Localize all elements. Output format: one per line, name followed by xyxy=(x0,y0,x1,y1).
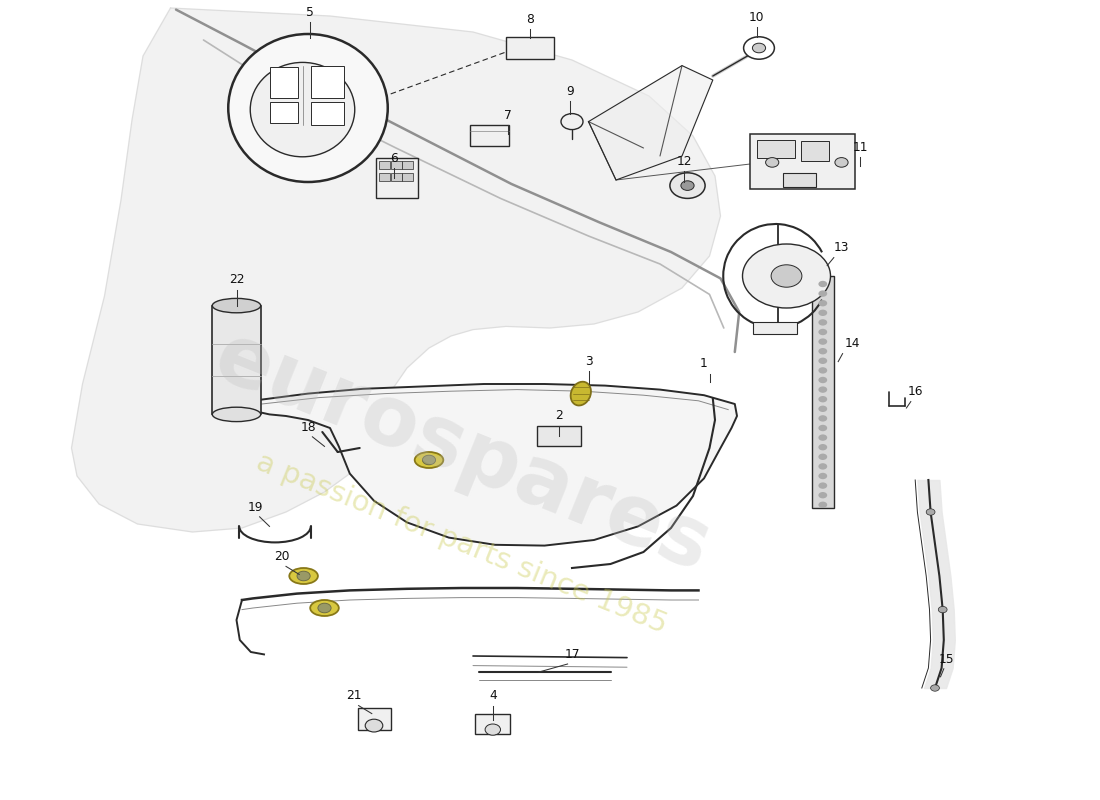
Text: 9: 9 xyxy=(565,85,574,98)
Text: 2: 2 xyxy=(554,410,563,422)
Text: 4: 4 xyxy=(488,690,497,702)
Circle shape xyxy=(818,348,827,354)
Circle shape xyxy=(926,509,935,515)
Text: 12: 12 xyxy=(676,155,692,168)
Bar xyxy=(506,37,554,59)
Circle shape xyxy=(742,244,830,308)
Circle shape xyxy=(818,473,827,479)
Ellipse shape xyxy=(571,382,591,406)
Bar xyxy=(475,714,510,734)
Circle shape xyxy=(818,502,827,508)
Ellipse shape xyxy=(251,62,354,157)
Polygon shape xyxy=(72,8,721,532)
Polygon shape xyxy=(588,66,713,180)
Circle shape xyxy=(818,444,827,450)
Circle shape xyxy=(818,482,827,489)
Text: 10: 10 xyxy=(749,11,764,24)
Polygon shape xyxy=(258,384,737,546)
Circle shape xyxy=(818,358,827,364)
Circle shape xyxy=(365,719,383,732)
Circle shape xyxy=(818,367,827,374)
Bar xyxy=(358,708,390,730)
Bar xyxy=(390,161,402,169)
Circle shape xyxy=(818,338,827,345)
Circle shape xyxy=(818,406,827,412)
Bar xyxy=(379,161,390,169)
Bar xyxy=(812,276,834,508)
Circle shape xyxy=(561,114,583,130)
Text: 15: 15 xyxy=(938,653,954,666)
Text: 16: 16 xyxy=(908,386,923,398)
Text: a passion for parts since 1985: a passion for parts since 1985 xyxy=(252,449,672,639)
Ellipse shape xyxy=(212,407,261,422)
Circle shape xyxy=(818,434,827,441)
Circle shape xyxy=(818,425,827,431)
Circle shape xyxy=(835,158,848,167)
Bar xyxy=(212,306,261,414)
Text: 17: 17 xyxy=(564,648,580,661)
Circle shape xyxy=(485,724,501,735)
Ellipse shape xyxy=(310,600,339,616)
Text: 19: 19 xyxy=(248,501,263,514)
Text: 3: 3 xyxy=(584,355,593,368)
Text: 11: 11 xyxy=(852,141,868,154)
Ellipse shape xyxy=(212,298,261,313)
Circle shape xyxy=(818,281,827,287)
Text: 20: 20 xyxy=(274,550,289,563)
Circle shape xyxy=(818,454,827,460)
Circle shape xyxy=(681,181,694,190)
Bar xyxy=(757,140,795,158)
Circle shape xyxy=(818,396,827,402)
Circle shape xyxy=(818,300,827,306)
Circle shape xyxy=(771,265,802,287)
Text: 13: 13 xyxy=(834,242,849,254)
Circle shape xyxy=(744,37,774,59)
Bar xyxy=(270,67,298,98)
Bar xyxy=(537,426,581,446)
Ellipse shape xyxy=(229,34,388,182)
Text: 7: 7 xyxy=(504,109,513,122)
Circle shape xyxy=(818,290,827,297)
Text: 21: 21 xyxy=(346,690,362,702)
Bar xyxy=(270,102,298,123)
Text: eurospares: eurospares xyxy=(202,315,722,589)
Text: 22: 22 xyxy=(229,274,244,286)
Circle shape xyxy=(818,319,827,326)
Text: 8: 8 xyxy=(526,13,535,26)
Circle shape xyxy=(752,43,766,53)
Ellipse shape xyxy=(289,568,318,584)
Bar xyxy=(783,173,816,187)
Bar xyxy=(379,173,390,181)
Bar xyxy=(750,134,855,189)
Text: 6: 6 xyxy=(389,152,398,165)
Bar xyxy=(801,141,829,161)
Circle shape xyxy=(818,386,827,393)
Circle shape xyxy=(931,685,939,691)
Circle shape xyxy=(422,455,436,465)
Ellipse shape xyxy=(415,452,443,468)
Bar xyxy=(402,161,412,169)
Circle shape xyxy=(938,606,947,613)
Circle shape xyxy=(818,415,827,422)
Bar xyxy=(470,125,509,146)
Bar xyxy=(311,66,344,98)
Circle shape xyxy=(818,329,827,335)
Bar xyxy=(754,322,798,334)
Text: 14: 14 xyxy=(845,338,860,350)
Circle shape xyxy=(818,377,827,383)
Text: 18: 18 xyxy=(300,421,316,434)
Circle shape xyxy=(818,463,827,470)
Bar xyxy=(402,173,412,181)
Circle shape xyxy=(297,571,310,581)
Circle shape xyxy=(818,492,827,498)
Circle shape xyxy=(318,603,331,613)
Circle shape xyxy=(670,173,705,198)
Circle shape xyxy=(818,310,827,316)
Circle shape xyxy=(766,158,779,167)
Bar xyxy=(376,158,418,198)
Bar xyxy=(311,102,344,125)
Text: 5: 5 xyxy=(306,6,315,19)
Bar xyxy=(390,173,402,181)
Text: 1: 1 xyxy=(700,358,708,370)
